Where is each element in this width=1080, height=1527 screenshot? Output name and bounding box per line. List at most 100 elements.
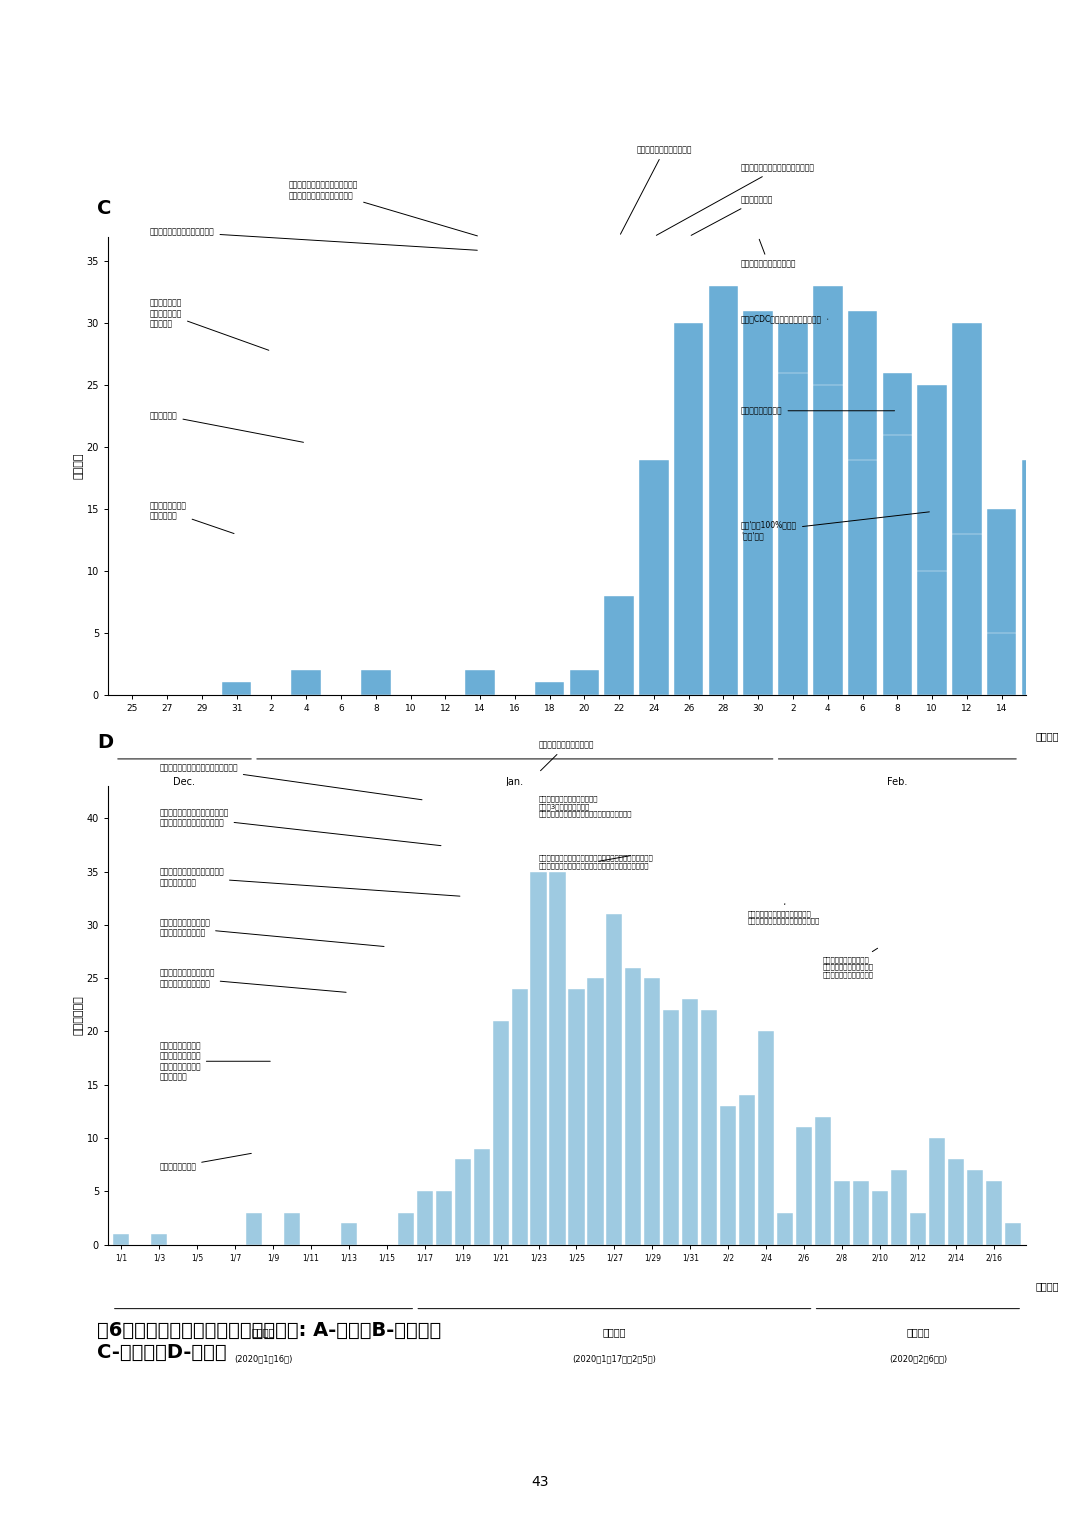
Text: 省卫生健康委成立新
型冠状病毒感染的肺
炎疫情防控工作领导
小组及专家组: 省卫生健康委成立新 型冠状病毒感染的肺 炎疫情防控工作领导 小组及专家组	[159, 1041, 270, 1081]
Text: 获得检测试剂抗原，开始检测，加
强发热门诊管理，指定定点救治: 获得检测试剂抗原，开始检测，加 强发热门诊管理，指定定点救治	[288, 180, 477, 235]
Text: 省市场监管局、省卫生健康委、
商务厅3部门联合印发《关
于加强疫情防控期间群体性聚餐监管的紧急通知》: 省市场监管局、省卫生健康委、 商务厅3部门联合印发《关 于加强疫情防控期间群体性…	[539, 796, 632, 817]
Bar	[663, 1011, 679, 1245]
Bar	[361, 670, 391, 695]
Bar	[361, 670, 391, 695]
Bar	[986, 1180, 1002, 1245]
Bar	[284, 1212, 300, 1245]
Bar	[929, 1138, 945, 1245]
Text: (2020年2月5日后): (2020年2月5日后)	[909, 883, 972, 892]
Text: D: D	[97, 733, 113, 751]
Bar	[417, 1191, 433, 1245]
Text: 43: 43	[531, 1475, 549, 1489]
Bar	[834, 1180, 850, 1245]
Bar	[246, 1212, 262, 1245]
Bar	[743, 460, 773, 695]
Text: 全市开展院感防控督导检查: 全市开展院感防控督导检查	[741, 240, 796, 269]
Bar	[708, 596, 739, 695]
Text: 实施'五个100%，十个
'一律'策略: 实施'五个100%，十个 '一律'策略	[741, 512, 930, 541]
Bar	[815, 1116, 832, 1245]
Bar	[221, 683, 252, 695]
Text: 2020: 2020	[624, 818, 649, 829]
Bar	[550, 872, 566, 1245]
Bar	[151, 1234, 167, 1245]
Bar	[779, 373, 808, 695]
Bar	[779, 324, 808, 695]
Bar	[701, 1011, 717, 1245]
Bar	[606, 915, 622, 1245]
Y-axis label: 病病例数: 病病例数	[73, 452, 83, 479]
Text: (2020年2月6日后): (2020年2月6日后)	[889, 1354, 947, 1364]
Bar	[720, 1106, 737, 1245]
Bar	[953, 534, 982, 695]
Bar	[569, 670, 599, 695]
Bar	[917, 571, 947, 695]
Bar	[625, 968, 642, 1245]
Bar	[465, 670, 495, 695]
Text: (2020年1月17日至2月5日): (2020年1月17日至2月5日)	[572, 1354, 657, 1364]
Text: 深圳市CDC成立疫情防控工作指挥部: 深圳市CDC成立疫情防控工作指挥部	[741, 315, 827, 324]
Bar	[853, 1180, 869, 1245]
Text: 四川省政府印发《四川省
应对新型型冠状病毒肺炎疫
情分区分类防控工作指南》: 四川省政府印发《四川省 应对新型型冠状病毒肺炎疫 情分区分类防控工作指南》	[823, 948, 878, 977]
Bar	[674, 670, 703, 695]
Bar	[872, 1191, 888, 1245]
Text: 第一阶段: 第一阶段	[252, 1327, 275, 1338]
Bar	[1056, 435, 1080, 695]
Bar	[530, 872, 546, 1245]
Bar	[113, 1234, 130, 1245]
Text: 成立省级联防联控机制领导小组
设立定点救治医院: 成立省级联防联控机制领导小组 设立定点救治医院	[159, 867, 460, 896]
Bar	[708, 286, 739, 695]
Text: 制定省级应急响应工作方案: 制定省级应急响应工作方案	[539, 741, 594, 771]
Text: C: C	[97, 199, 111, 217]
Bar	[953, 324, 982, 695]
Text: 发现首例病例: 发现首例病例	[150, 411, 303, 443]
Bar	[967, 1170, 983, 1245]
Bar	[777, 1212, 793, 1245]
Text: 启动全市疾控系统急应应对措施: 启动全市疾控系统急应应对措施	[150, 228, 477, 250]
Bar	[796, 1127, 812, 1245]
Text: (2020年1月16前): (2020年1月16前)	[234, 1354, 293, 1364]
Bar	[882, 373, 913, 695]
Bar	[743, 312, 773, 695]
Text: 省委、省政府成立省委应对新型冠状病毒感染肺炎疫情工作领
导小组及四川省应对新型冠状病毒感染肺炎疫情应急指挥部: 省委、省政府成立省委应对新型冠状病毒感染肺炎疫情工作领 导小组及四川省应对新型冠…	[539, 855, 653, 869]
Bar	[568, 989, 584, 1245]
Bar	[882, 435, 913, 695]
Text: 启动深圳市重大传染病联防联控机制: 启动深圳市重大传染病联防联控机制	[657, 163, 815, 235]
Bar	[535, 683, 565, 695]
Bar	[639, 460, 669, 695]
Bar	[397, 1212, 414, 1245]
Text: 第三阶段: 第三阶段	[929, 855, 953, 866]
Bar	[674, 324, 703, 695]
Text: 启动不明原因肺炎
应急应对措施: 启动不明原因肺炎 应急应对措施	[150, 501, 234, 533]
Bar	[917, 385, 947, 695]
Bar	[948, 1159, 963, 1245]
Text: (2020年1月15日前): (2020年1月15日前)	[272, 883, 340, 892]
Bar	[645, 979, 660, 1245]
Bar	[683, 1000, 699, 1245]
Text: (2020年1月16日至2月4日): (2020年1月16日至2月4日)	[635, 883, 726, 892]
Text: 省政府召开新型冠状病毒感
染的肺炎疫情防控专题会: 省政府召开新型冠状病毒感 染的肺炎疫情防控专题会	[159, 968, 346, 993]
Text: 发病日期: 发病日期	[1036, 1281, 1058, 1292]
Text: 第二阶段: 第二阶段	[669, 855, 692, 866]
Text: 省指挥部办公室印发《四川省新型
冠状病毒肺炎疫情应急预案（试行）》: 省指挥部办公室印发《四川省新型 冠状病毒肺炎疫情应急预案（试行）》	[747, 904, 820, 924]
Text: 深圳海关等部门
研判不明原因肺
炎应对措施: 深圳海关等部门 研判不明原因肺 炎应对措施	[150, 298, 269, 350]
Bar	[813, 385, 842, 695]
Text: 学校关闭，推迟开学: 学校关闭，推迟开学	[741, 406, 894, 415]
Bar	[535, 683, 565, 695]
Text: 启动集中隔离点: 启动集中隔离点	[691, 195, 773, 235]
Text: 筛查发现首例新冠肺炎病例: 筛查发现首例新冠肺炎病例	[620, 145, 692, 234]
Bar	[987, 632, 1016, 695]
Bar	[891, 1170, 907, 1245]
Text: 报告首例疑似病例: 报告首例疑似病例	[159, 1153, 252, 1171]
Text: 2019: 2019	[172, 818, 197, 829]
Bar	[739, 1095, 755, 1245]
Text: 第一阶段: 第一阶段	[295, 855, 318, 866]
Text: 第二阶段: 第二阶段	[603, 1327, 626, 1338]
Bar	[435, 1191, 451, 1245]
Bar	[605, 596, 634, 695]
Bar	[455, 1159, 471, 1245]
Bar	[758, 1031, 774, 1245]
Bar	[1004, 1223, 1021, 1245]
Bar	[512, 989, 528, 1245]
Bar	[474, 1148, 489, 1245]
Text: 印发《四川省应对新型冠状病毒感
染肺炎疫情联防联控工作方案》: 印发《四川省应对新型冠状病毒感 染肺炎疫情联防联控工作方案》	[159, 808, 441, 846]
